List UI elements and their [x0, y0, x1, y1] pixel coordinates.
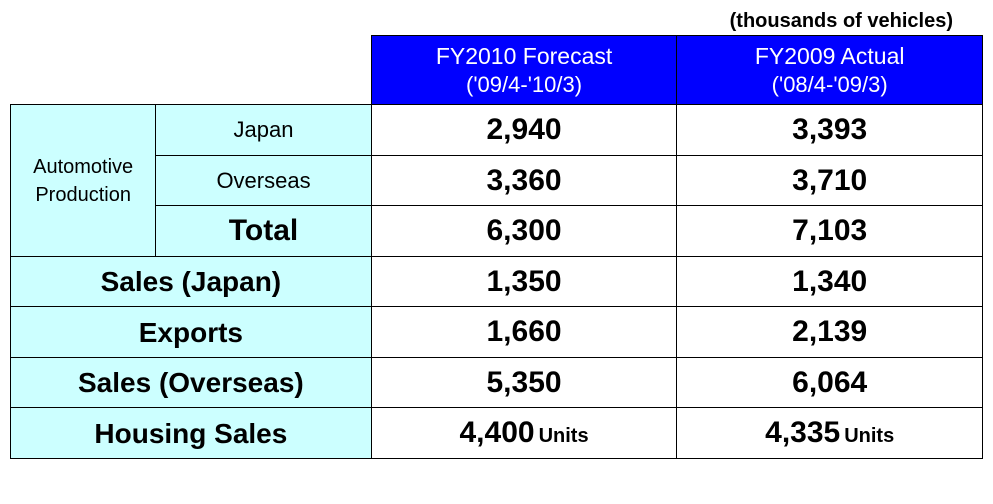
- table-row: Total 6,300 7,103: [11, 206, 983, 257]
- cell-value: 7,103: [677, 206, 983, 257]
- col-header-fy2010: FY2010 Forecast ('09/4-'10/3): [371, 36, 677, 105]
- row-label: Overseas: [156, 155, 371, 206]
- col-header-fy2009: FY2009 Actual ('08/4-'09/3): [677, 36, 983, 105]
- value-units: Units: [840, 425, 894, 447]
- table-row: Housing Sales 4,400Units 4,335Units: [11, 408, 983, 459]
- col-header-line2: ('09/4-'10/3): [380, 71, 669, 99]
- cell-value: 4,335Units: [677, 408, 983, 459]
- cell-value: 1,660: [371, 307, 677, 358]
- col-header-line1: FY2010 Forecast: [436, 43, 612, 69]
- cell-value: 3,360: [371, 155, 677, 206]
- table-caption: (thousands of vehicles): [10, 10, 983, 35]
- cell-value: 3,393: [677, 105, 983, 156]
- cell-value: 6,300: [371, 206, 677, 257]
- table-row: Sales (Japan) 1,350 1,340: [11, 256, 983, 307]
- cell-value: 4,400Units: [371, 408, 677, 459]
- cell-value: 2,940: [371, 105, 677, 156]
- data-table: FY2010 Forecast ('09/4-'10/3) FY2009 Act…: [10, 35, 983, 459]
- cell-value: 5,350: [371, 357, 677, 408]
- table-row: Sales (Overseas) 5,350 6,064: [11, 357, 983, 408]
- row-label: Sales (Overseas): [11, 357, 372, 408]
- header-corner: [11, 36, 372, 105]
- table-container: (thousands of vehicles) FY2010 Forecast …: [10, 10, 983, 459]
- row-label: Exports: [11, 307, 372, 358]
- value-number: 4,400: [460, 416, 535, 449]
- header-row: FY2010 Forecast ('09/4-'10/3) FY2009 Act…: [11, 36, 983, 105]
- row-label: Sales (Japan): [11, 256, 372, 307]
- table-row: Overseas 3,360 3,710: [11, 155, 983, 206]
- row-label: Japan: [156, 105, 371, 156]
- value-number: 4,335: [765, 416, 840, 449]
- cell-value: 3,710: [677, 155, 983, 206]
- col-header-line2: ('08/4-'09/3): [685, 71, 974, 99]
- cell-value: 1,350: [371, 256, 677, 307]
- cell-value: 6,064: [677, 357, 983, 408]
- col-header-line1: FY2009 Actual: [755, 43, 905, 69]
- table-row: Exports 1,660 2,139: [11, 307, 983, 358]
- row-group-label: Automotive Production: [11, 105, 156, 257]
- table-row: Automotive Production Japan 2,940 3,393: [11, 105, 983, 156]
- row-label: Housing Sales: [11, 408, 372, 459]
- row-label-total: Total: [156, 206, 371, 257]
- cell-value: 1,340: [677, 256, 983, 307]
- value-units: Units: [535, 425, 589, 447]
- cell-value: 2,139: [677, 307, 983, 358]
